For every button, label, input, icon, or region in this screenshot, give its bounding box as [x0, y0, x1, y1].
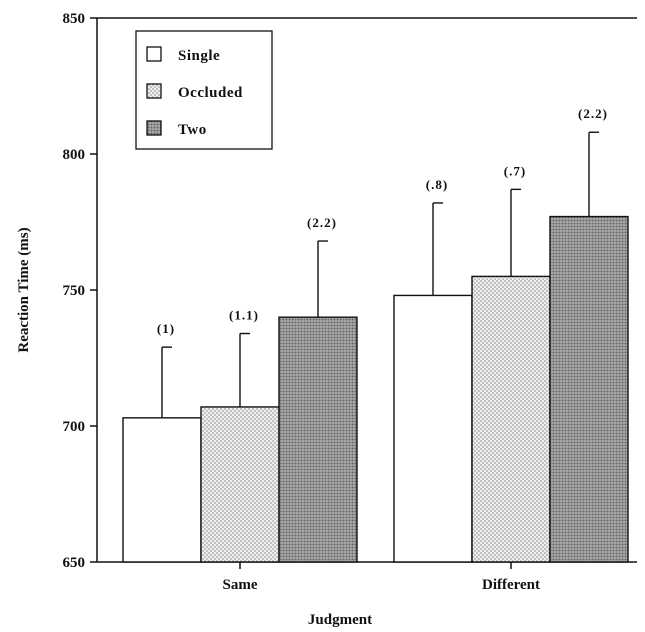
y-tick-label: 800: [63, 147, 86, 163]
y-tick-label: 650: [63, 555, 86, 571]
x-tick-label: Same: [223, 577, 258, 593]
y-ticks: 650 700 750 800 850: [63, 11, 97, 571]
error-label: (1): [157, 321, 175, 336]
legend-swatch-single: [146, 46, 162, 62]
bar-occluded-same: [200, 406, 280, 563]
bar-two-different: [549, 215, 629, 563]
bar-two-same: [278, 316, 358, 563]
legend-label-occluded: Occluded: [178, 85, 243, 101]
y-tick-label: 750: [63, 283, 86, 299]
legend-label-two: Two: [178, 122, 207, 138]
legend-label-single: Single: [178, 48, 220, 64]
bar-single-different: [393, 294, 473, 563]
y-tick-label: 850: [63, 11, 86, 27]
x-ticks: Same Different: [223, 562, 540, 593]
legend: Single Occluded Two: [135, 30, 273, 150]
legend-swatch-two: [146, 120, 162, 136]
bar-occluded-different: [471, 275, 551, 563]
bar-single-same: [122, 417, 202, 563]
bars: [122, 215, 629, 563]
legend-swatch-occluded: [146, 83, 162, 99]
x-axis-title: Judgment: [308, 612, 372, 628]
x-tick-label: Different: [482, 577, 540, 593]
error-label: (.8): [426, 177, 448, 192]
error-bars: (1) (1.1) (2.2) (.8) (.7) (2.2): [157, 106, 608, 418]
error-label: (2.2): [578, 106, 608, 121]
error-label: (1.1): [229, 308, 259, 323]
error-label: (.7): [504, 163, 526, 178]
y-tick-label: 700: [63, 419, 86, 435]
y-axis-title: Reaction Time (ms): [16, 227, 32, 352]
error-label: (2.2): [307, 215, 337, 230]
